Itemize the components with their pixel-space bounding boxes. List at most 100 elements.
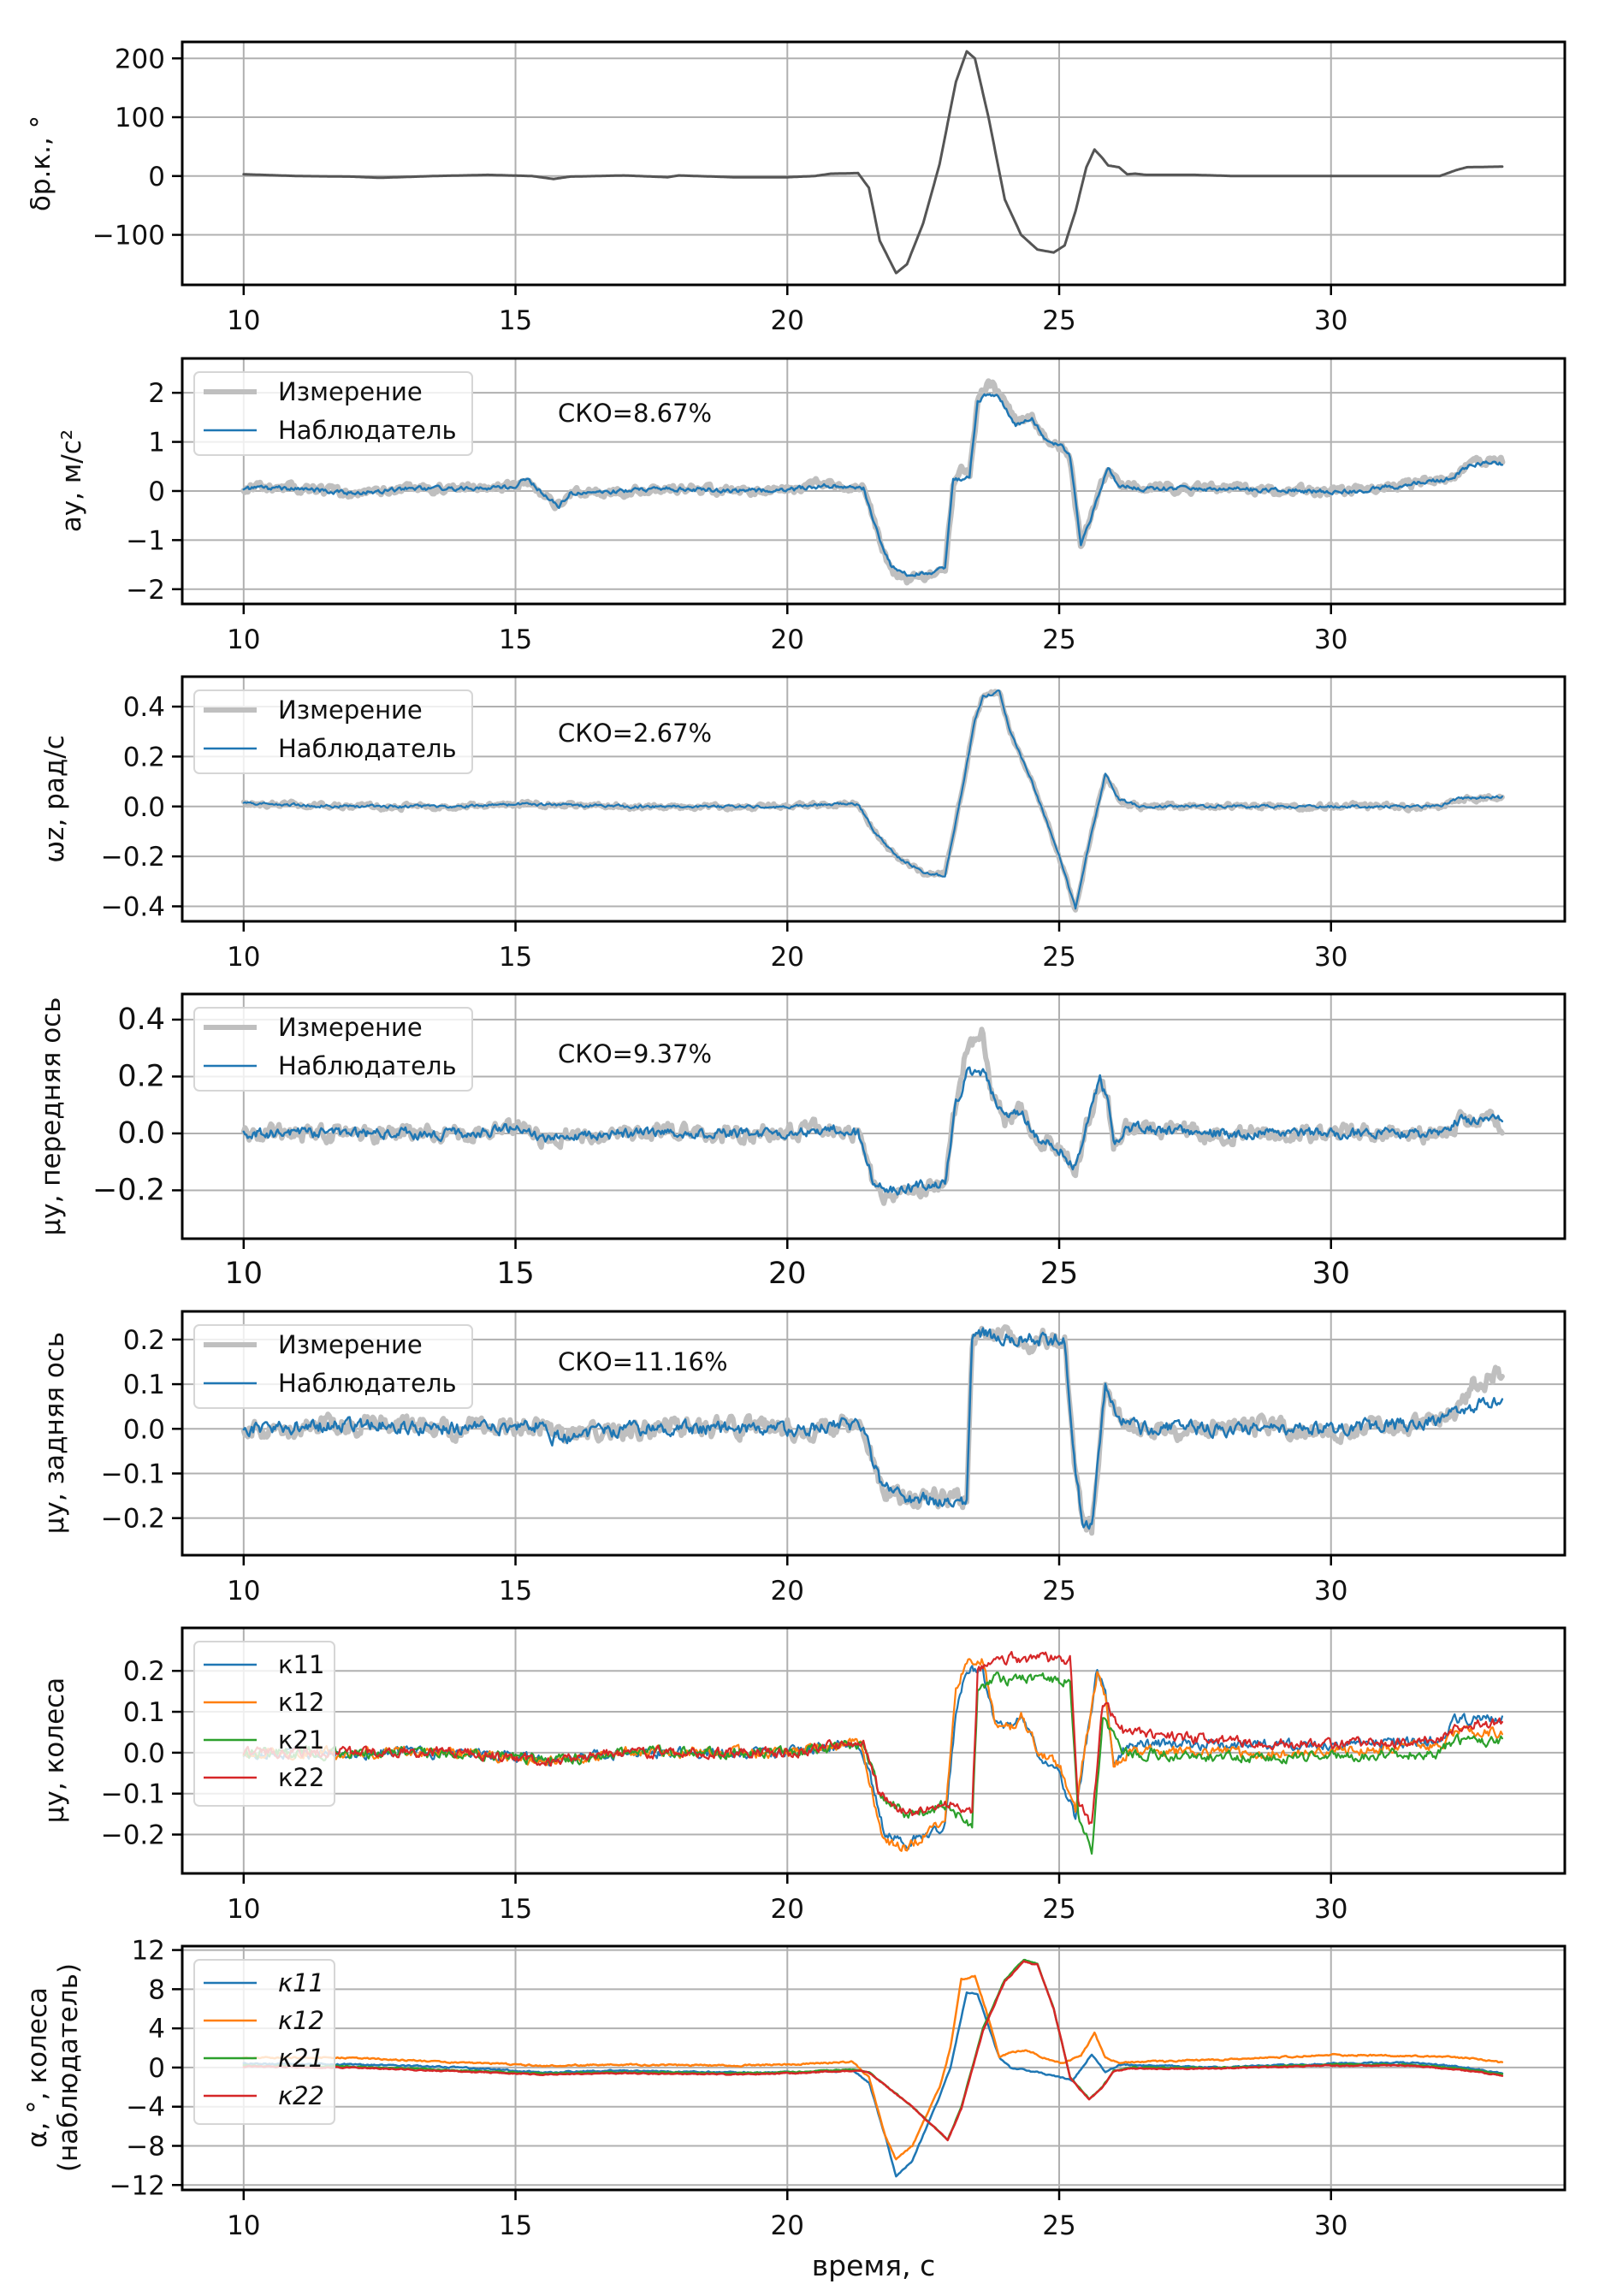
legend: Измерение Наблюдатель xyxy=(194,372,472,455)
legend-label: Наблюдатель xyxy=(278,416,457,445)
y-tick-label: 0.2 xyxy=(123,1656,165,1687)
y-tick-label: −0.2 xyxy=(101,1504,165,1535)
legend-label: к11 xyxy=(278,1650,324,1679)
y-tick-label: −0.1 xyxy=(101,1779,165,1810)
y-tick-label: −0.2 xyxy=(101,1820,165,1851)
legend-label: κ22 xyxy=(278,2081,324,2110)
legend-label: к22 xyxy=(278,1763,324,1792)
legend-label: Измерение xyxy=(278,1013,423,1042)
y-tick-label: 0.1 xyxy=(123,1697,165,1728)
y-tick-label: 2 xyxy=(148,378,165,409)
y-tick-label: −12 xyxy=(110,2170,165,2201)
y-axis-label: ωz, рад/с xyxy=(39,735,70,863)
legend-label: к12 xyxy=(278,1688,324,1717)
y-tick-label: 1 xyxy=(148,428,165,459)
y-tick-label: −4 xyxy=(126,2092,165,2123)
x-tick-label: 15 xyxy=(499,624,532,655)
x-tick-label: 15 xyxy=(499,942,532,973)
x-tick-label: 20 xyxy=(771,1576,804,1607)
rmse-annotation: СКО=9.37% xyxy=(558,1039,712,1068)
x-tick-label: 10 xyxy=(227,624,260,655)
x-tick-label: 20 xyxy=(768,1257,807,1291)
y-tick-label: 0.1 xyxy=(123,1370,165,1400)
x-tick-label: 30 xyxy=(1314,942,1347,973)
legend-label: Измерение xyxy=(278,695,423,725)
x-tick-label: 15 xyxy=(499,1894,532,1925)
y-axis-label: δр.к., ° xyxy=(26,115,56,211)
y-tick-label: −0.1 xyxy=(101,1459,165,1489)
x-tick-label: 25 xyxy=(1042,1576,1075,1607)
y-tick-label: 0.2 xyxy=(123,742,165,772)
x-tick-label: 20 xyxy=(771,624,804,655)
x-tick-label: 30 xyxy=(1314,1576,1347,1607)
y-tick-label: 0.0 xyxy=(123,792,165,823)
y-axis-label: ay, м/с² xyxy=(56,429,87,532)
x-tick-label: 10 xyxy=(227,1894,260,1925)
legend-label: κ12 xyxy=(278,2006,324,2035)
legend-label: Наблюдатель xyxy=(278,1369,457,1398)
x-tick-label: 10 xyxy=(227,305,260,336)
y-tick-label: 0.2 xyxy=(123,1325,165,1356)
y-tick-label: 0 xyxy=(148,2053,165,2084)
legend: Измерение Наблюдатель xyxy=(194,690,472,773)
x-tick-label: 25 xyxy=(1042,305,1075,336)
legend: κ11 κ12 κ21 κ22 xyxy=(194,1960,335,2124)
y-axis-label: α, °, колеса xyxy=(22,1987,53,2148)
y-tick-label: 0.0 xyxy=(123,1414,165,1445)
x-tick-label: 25 xyxy=(1040,1257,1079,1291)
x-tick-label: 30 xyxy=(1314,2210,1347,2241)
rmse-annotation: СКО=2.67% xyxy=(558,719,712,748)
x-tick-label: 30 xyxy=(1314,305,1347,336)
x-tick-label: 20 xyxy=(771,942,804,973)
x-tick-label: 30 xyxy=(1314,1894,1347,1925)
x-tick-label: 10 xyxy=(227,1576,260,1607)
y-tick-label: −0.4 xyxy=(101,891,165,922)
legend-label: Измерение xyxy=(278,377,423,406)
x-tick-label: 25 xyxy=(1042,1894,1075,1925)
x-tick-label: 20 xyxy=(771,1894,804,1925)
x-tick-label: 25 xyxy=(1042,942,1075,973)
x-tick-label: 20 xyxy=(771,305,804,336)
x-tick-label: 15 xyxy=(499,305,532,336)
y-tick-label: 0.4 xyxy=(117,1003,165,1037)
legend-label: Наблюдатель xyxy=(278,734,457,763)
legend: к11 к12 к21 к22 xyxy=(194,1642,335,1806)
y-tick-label: 100 xyxy=(115,103,165,133)
y-tick-label: 200 xyxy=(115,44,165,74)
x-tick-label: 15 xyxy=(496,1257,535,1291)
y-tick-label: 0 xyxy=(148,476,165,507)
y-axis-label: μy, задняя ось xyxy=(39,1332,70,1534)
x-tick-label: 25 xyxy=(1042,2210,1075,2241)
y-tick-label: 12 xyxy=(132,1936,165,1967)
rmse-annotation: СКО=11.16% xyxy=(558,1347,728,1376)
x-tick-label: 30 xyxy=(1314,624,1347,655)
x-tick-label: 30 xyxy=(1312,1257,1350,1291)
legend-label: κ11 xyxy=(278,1968,324,1997)
x-tick-label: 20 xyxy=(771,2210,804,2241)
y-axis-label-line2: (наблюдатель) xyxy=(53,1963,84,2172)
x-tick-label: 10 xyxy=(227,942,260,973)
y-tick-label: −1 xyxy=(126,525,165,556)
x-tick-label: 10 xyxy=(225,1257,264,1291)
y-tick-label: −100 xyxy=(92,221,165,251)
y-tick-label: 0 xyxy=(148,162,165,192)
legend: Измерение Наблюдатель xyxy=(194,1008,472,1091)
y-tick-label: −0.2 xyxy=(92,1173,165,1207)
y-tick-label: 0.4 xyxy=(123,692,165,723)
x-axis-label: время, с xyxy=(812,2249,936,2282)
legend: Измерение Наблюдатель xyxy=(194,1325,472,1408)
rmse-annotation: СКО=8.67% xyxy=(558,399,712,428)
legend-label: Измерение xyxy=(278,1330,423,1359)
legend-label: κ21 xyxy=(278,2044,324,2073)
y-axis-label: μy, передняя ось xyxy=(36,997,67,1236)
legend-label: Наблюдатель xyxy=(278,1051,457,1080)
y-tick-label: 8 xyxy=(148,1974,165,2005)
x-tick-label: 15 xyxy=(499,1576,532,1607)
y-tick-label: −2 xyxy=(126,575,165,606)
legend-label: к21 xyxy=(278,1725,324,1755)
x-tick-label: 25 xyxy=(1042,624,1075,655)
y-axis-label: μy, колеса xyxy=(39,1678,70,1823)
x-tick-label: 15 xyxy=(499,2210,532,2241)
